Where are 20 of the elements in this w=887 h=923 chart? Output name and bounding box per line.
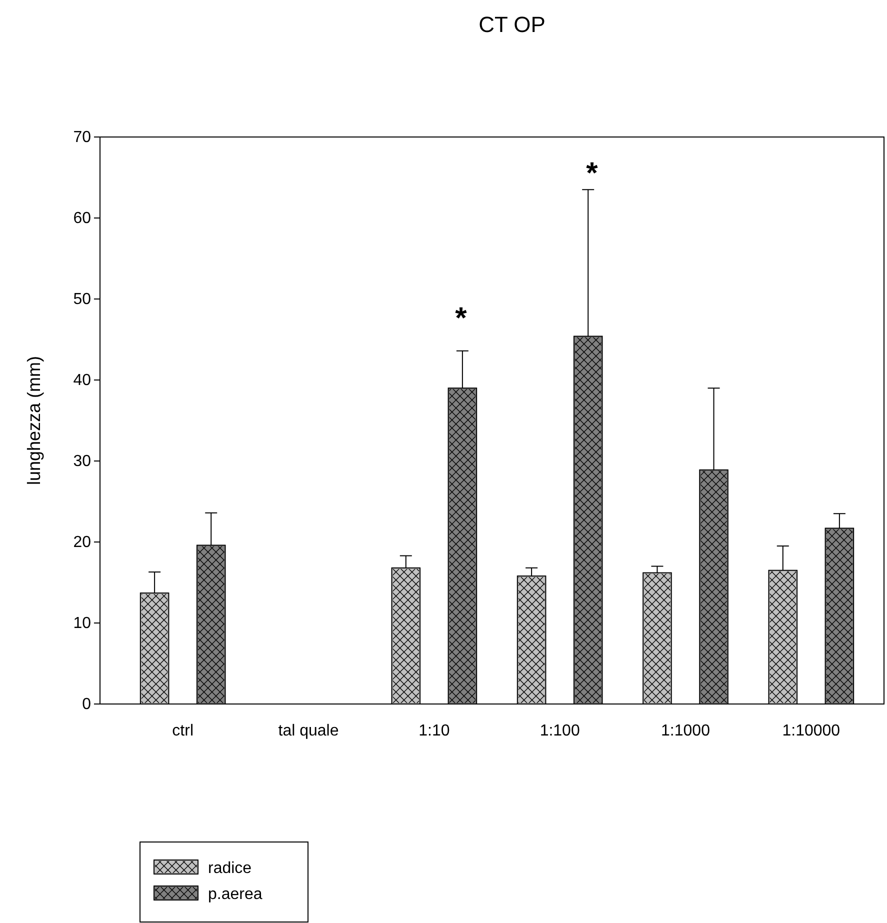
annotation: * <box>586 157 598 190</box>
y-tick-label: 50 <box>73 291 92 308</box>
x-tick-label: tal quale <box>278 722 339 740</box>
x-tick-label: 1:10 <box>418 722 450 740</box>
x-tick-label: 1:1000 <box>661 722 710 740</box>
y-tick-label: 70 <box>73 129 92 146</box>
legend-label: p.aerea <box>208 886 262 903</box>
y-tick-label: 0 <box>82 696 92 714</box>
y-tick-label: 40 <box>73 372 92 390</box>
y-tick-label: 60 <box>73 210 92 228</box>
legend-label: radice <box>208 860 252 877</box>
y-tick-label: 30 <box>73 453 92 470</box>
x-tick-label: 1:100 <box>540 722 580 740</box>
y-tick-label: 10 <box>73 615 92 632</box>
y-tick-label: 20 <box>73 534 92 552</box>
x-tick-label: 1:10000 <box>782 722 840 740</box>
annotation: * <box>455 302 468 335</box>
x-tick-label: ctrl <box>172 722 194 740</box>
chart-title: CT OP <box>478 12 546 37</box>
y-axis-title: lunghezza (mm) <box>24 356 44 486</box>
